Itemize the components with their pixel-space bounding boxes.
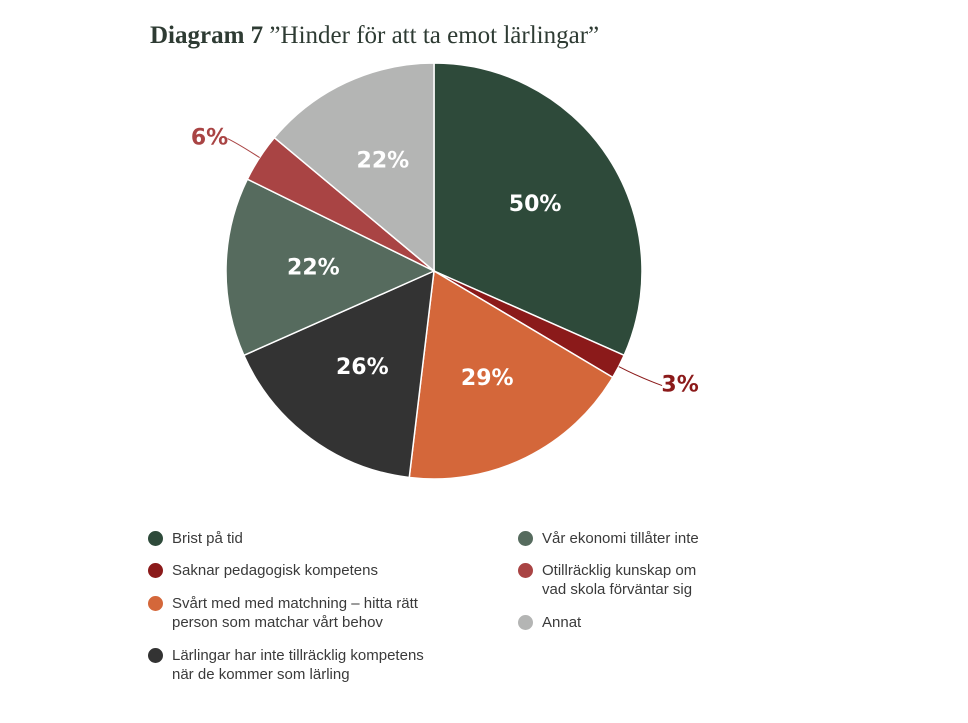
legend-swatch: [518, 531, 533, 546]
legend-swatch: [148, 563, 163, 578]
legend-label: Saknar pedagogisk kompetens: [172, 562, 378, 579]
callout-line-5: [227, 138, 260, 159]
legend-item-0: Brist på tid: [148, 529, 243, 548]
chart-title-text: ”Hinder för att ta emot lärlingar”: [269, 22, 600, 49]
legend-item-3: Lärlingar har inte tillräcklig kompetens…: [148, 646, 424, 684]
slice-value-label-3: 26%: [336, 355, 389, 380]
legend-label: Lärlingar har inte tillräcklig kompetens…: [172, 647, 424, 683]
callout-line-1: [618, 366, 663, 387]
chart-title: Diagram 7 ”Hinder för att ta emot lärlin…: [150, 22, 599, 50]
pie-slice-3: [242, 269, 435, 479]
legend-item-2: Svårt med med matchning – hitta rätt per…: [148, 594, 418, 632]
legend-swatch: [518, 615, 533, 630]
legend-item-6: Annat: [518, 613, 581, 632]
legend-item-5: Otillräcklig kunskap om vad skola förvän…: [518, 561, 696, 599]
legend-swatch: [148, 531, 163, 546]
pie-slice-6: [273, 62, 435, 273]
pie-slice-4: [225, 178, 436, 357]
slice-value-label-4: 22%: [287, 256, 340, 281]
legend-label: Otillräcklig kunskap om vad skola förvän…: [542, 562, 697, 598]
chart-title-prefix: Diagram 7: [150, 22, 264, 49]
legend-item-1: Saknar pedagogisk kompetens: [148, 561, 378, 580]
legend-label: Annat: [542, 614, 582, 631]
legend-swatch: [518, 563, 533, 578]
legend-label: Brist på tid: [172, 530, 243, 547]
legend-swatch: [148, 596, 163, 611]
legend-item-4: Vår ekonomi tillåter inte: [518, 529, 699, 548]
pie-slice-2: [408, 269, 614, 480]
legend-label: Vår ekonomi tillåter inte: [542, 530, 699, 547]
slice-value-label-2: 29%: [461, 366, 514, 391]
slice-value-label-0: 50%: [509, 192, 562, 217]
slice-value-label-1: 3%: [661, 373, 698, 398]
legend-swatch: [148, 648, 163, 663]
legend-label: Svårt med med matchning – hitta rätt per…: [172, 595, 418, 631]
pie-slice-0: [433, 62, 643, 357]
slice-value-label-5: 6%: [191, 126, 228, 151]
slice-value-label-6: 22%: [357, 149, 410, 174]
